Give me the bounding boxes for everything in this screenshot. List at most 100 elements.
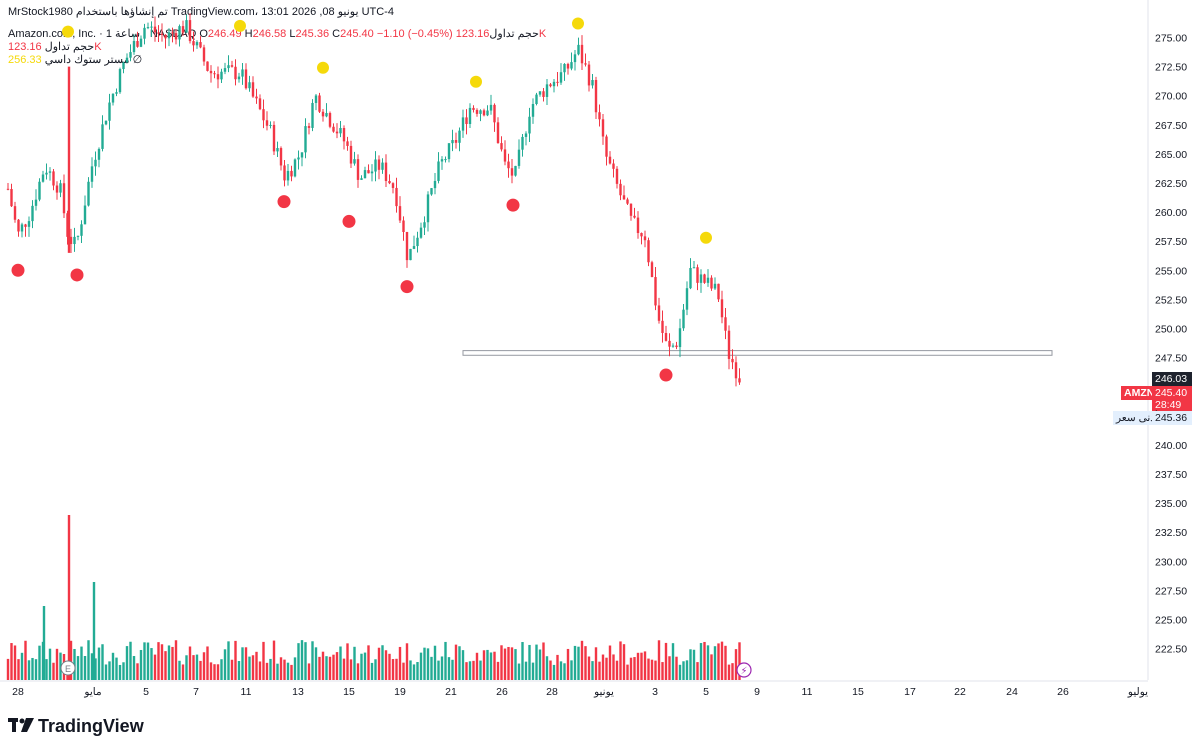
earnings-icon[interactable]: E bbox=[60, 660, 76, 676]
volume-bar bbox=[13, 645, 17, 680]
volume-bar bbox=[237, 661, 241, 680]
volume-bar bbox=[559, 661, 563, 680]
volume-bar bbox=[654, 660, 657, 680]
volume-bar bbox=[139, 649, 143, 680]
symbol-price-tag: AMZN bbox=[1121, 386, 1158, 400]
candle-body bbox=[472, 107, 475, 110]
candle-body bbox=[521, 136, 524, 150]
x-tick-label: 5 bbox=[143, 686, 149, 698]
volume-bar bbox=[353, 646, 356, 680]
swing-high-marker bbox=[700, 231, 712, 244]
candle-body bbox=[80, 224, 83, 236]
x-tick-label: 19 bbox=[394, 686, 406, 698]
swing-high-marker bbox=[62, 25, 74, 38]
candle-body bbox=[223, 68, 227, 72]
candle-body bbox=[262, 109, 265, 121]
candle-body bbox=[633, 215, 636, 218]
candle-body bbox=[566, 63, 570, 69]
indicator-custom-legend[interactable]: مستر ستوك داسي 256.33 ∅ bbox=[8, 53, 142, 66]
volume-bar bbox=[167, 645, 171, 680]
price-chart[interactable]: 275.00 272.50 270.00 267.50 265.00 262.50 260.… bbox=[0, 0, 1200, 700]
volume-bar bbox=[104, 664, 108, 680]
volume-bar bbox=[538, 649, 542, 680]
candle-body bbox=[563, 63, 566, 73]
y-tick-label: 250.00 bbox=[1155, 324, 1187, 336]
volume-label: حجم تداول bbox=[489, 28, 539, 40]
volume-bar bbox=[300, 640, 304, 680]
volume-bar bbox=[587, 656, 591, 680]
volume-bar bbox=[346, 643, 349, 680]
swing-low-marker bbox=[506, 198, 520, 212]
volume-bar bbox=[31, 657, 34, 680]
candle-body bbox=[475, 109, 479, 114]
candle-body bbox=[685, 288, 689, 310]
volume-bar bbox=[640, 652, 643, 680]
y-tick-label: 257.50 bbox=[1155, 236, 1187, 248]
candle-body bbox=[237, 76, 241, 80]
candle-body bbox=[384, 162, 388, 181]
y-tick-label: 225.00 bbox=[1155, 615, 1187, 627]
candle-body bbox=[699, 274, 703, 283]
high-value: 246.58 bbox=[252, 28, 287, 40]
volume-bar bbox=[67, 515, 71, 680]
swing-low-marker bbox=[277, 195, 291, 209]
candle-body bbox=[524, 133, 528, 137]
exchange: NASDAQ bbox=[149, 28, 197, 40]
volume-bar bbox=[650, 659, 654, 680]
candle-body bbox=[24, 224, 27, 227]
candle-body bbox=[447, 143, 451, 160]
candle-body bbox=[118, 69, 122, 93]
volume-bar bbox=[122, 662, 125, 680]
candle-body bbox=[587, 64, 591, 86]
tradingview-logo[interactable]: TradingView bbox=[8, 716, 144, 737]
candle-body bbox=[129, 52, 132, 58]
volume-bar bbox=[643, 651, 647, 680]
candle-body bbox=[654, 277, 657, 306]
indicator-volume-legend[interactable]: حجم تداول 123.16K bbox=[8, 40, 102, 53]
volume-bar bbox=[563, 663, 566, 680]
candle-body bbox=[171, 32, 174, 34]
candle-body bbox=[255, 96, 258, 99]
volume-bar bbox=[199, 660, 202, 680]
x-tick-label: 15 bbox=[343, 686, 355, 698]
candle-body bbox=[559, 72, 563, 83]
indicator1-value: 123.16K bbox=[8, 41, 102, 53]
volume-bar bbox=[647, 658, 650, 680]
volume-bar bbox=[38, 645, 41, 680]
volume-bar bbox=[507, 646, 510, 680]
volume-bar bbox=[706, 645, 710, 680]
volume-bar bbox=[710, 654, 713, 680]
volume-bar bbox=[321, 651, 325, 680]
swing-low-marker bbox=[342, 214, 356, 228]
volume-bar bbox=[720, 641, 724, 680]
volume-bar bbox=[164, 651, 167, 680]
candle-body bbox=[335, 131, 339, 134]
candle-body bbox=[549, 84, 552, 87]
lightning-icon[interactable]: ⚡ bbox=[736, 662, 752, 678]
volume-bar bbox=[304, 642, 307, 680]
y-tick-label: 272.50 bbox=[1155, 62, 1187, 74]
volume-bar bbox=[94, 658, 97, 680]
candle-body bbox=[381, 162, 384, 170]
candle-body bbox=[279, 148, 283, 166]
support-zone[interactable] bbox=[462, 350, 1053, 356]
candle-body bbox=[206, 61, 209, 71]
candle-body bbox=[55, 185, 59, 193]
volume-bar bbox=[202, 652, 206, 680]
candle-body bbox=[706, 277, 710, 283]
candle-body bbox=[430, 188, 433, 195]
volume-bar bbox=[220, 659, 223, 680]
candle-body bbox=[83, 205, 87, 225]
volume-bar bbox=[171, 646, 174, 680]
volume-bar bbox=[556, 654, 559, 680]
candle-body bbox=[104, 120, 108, 125]
volume-bar bbox=[209, 662, 213, 680]
close-value: 245.40 bbox=[340, 28, 374, 40]
volume-bar bbox=[325, 656, 328, 680]
candle-body bbox=[419, 227, 423, 238]
volume-bar bbox=[339, 646, 342, 680]
candle-body bbox=[13, 206, 17, 220]
candle-body bbox=[108, 102, 111, 121]
candle-body bbox=[531, 103, 535, 117]
x-tick-label: 26 bbox=[1057, 686, 1069, 698]
